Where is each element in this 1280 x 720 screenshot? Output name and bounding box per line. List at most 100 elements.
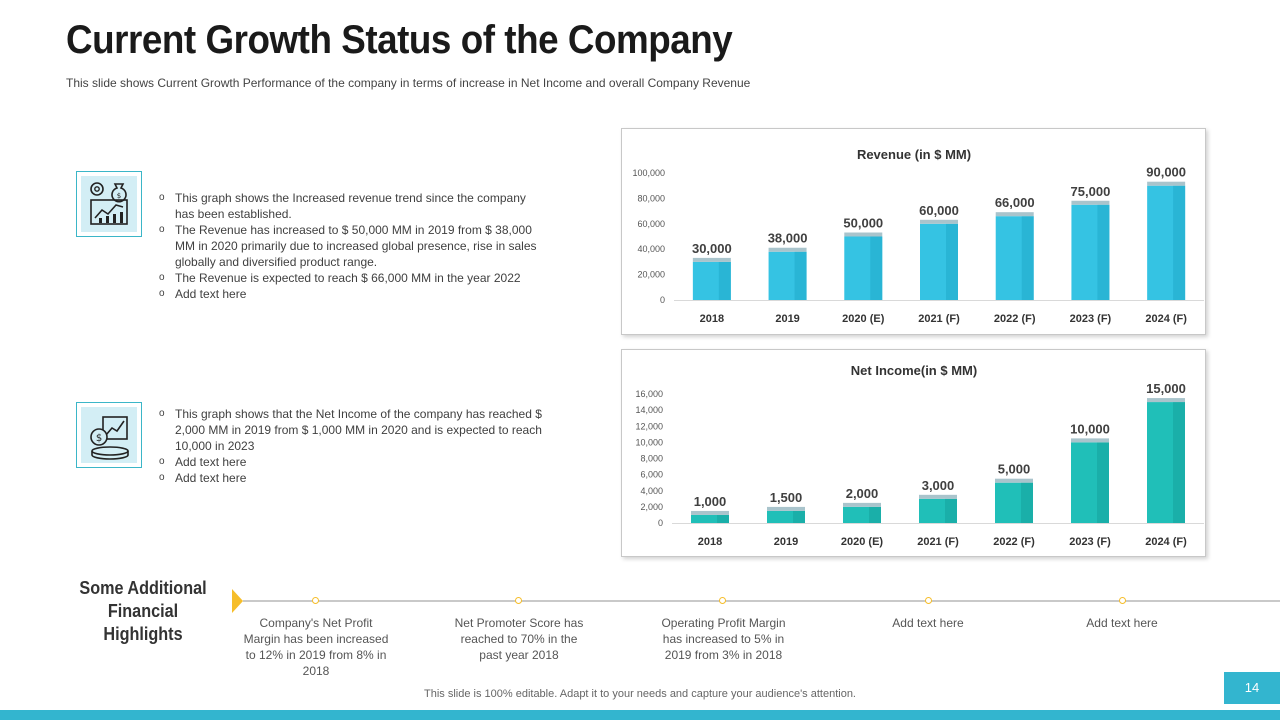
bar-shade: [945, 498, 957, 523]
revenue-chart-panel: Revenue (in $ MM) 0 20,000 40,000 60,000 80,0…: [621, 128, 1206, 335]
y-tick-label: 0: [658, 518, 663, 528]
y-tick-label: 12,000: [635, 421, 663, 431]
highlight-item: Net Promoter Score has reached to 70% in…: [454, 616, 584, 662]
x-tick-label: 2022 (F): [993, 536, 1035, 548]
bottom-accent-bar: [0, 710, 1280, 720]
data-label: 50,000: [843, 216, 883, 231]
net-income-chart-panel: Net Income(in $ MM) 0 2,000 4,000 6,000 8,000…: [621, 349, 1206, 557]
list-item: The Revenue is expected to reach $ 66,00…: [157, 270, 547, 286]
highlight-item: Operating Profit Margin has increased to…: [661, 616, 786, 662]
revenue-bullets: This graph shows the Increased revenue t…: [157, 190, 547, 302]
revenue-chart-icon: $: [76, 171, 142, 237]
bar-shade: [793, 510, 805, 523]
bar-shade: [1097, 442, 1109, 523]
chart-title: Net Income(in $ MM): [851, 363, 977, 378]
timeline-dot: [719, 597, 726, 604]
x-tick-label: 2024 (F): [1145, 313, 1187, 325]
bar-shade: [869, 506, 881, 523]
bar-cap: [767, 506, 805, 511]
chart-title: Revenue (in $ MM): [857, 147, 971, 162]
x-tick-label: 2021 (F): [917, 536, 959, 548]
y-tick-label: 80,000: [637, 193, 665, 203]
x-tick-label: 2020 (E): [841, 536, 884, 548]
list-item: Add text here: [157, 470, 552, 486]
y-tick-label: 4,000: [640, 486, 663, 496]
timeline-dot: [1119, 597, 1126, 604]
bar-cap: [919, 494, 957, 499]
page-number: 14: [1224, 672, 1280, 704]
bar-cap: [692, 257, 731, 262]
page-subtitle: This slide shows Current Growth Performa…: [66, 76, 751, 90]
data-label: 3,000: [922, 478, 955, 493]
y-tick-label: 2,000: [640, 502, 663, 512]
data-label: 90,000: [1146, 165, 1186, 180]
net-income-bar-chart: Net Income(in $ MM) 0 2,000 4,000 6,000 8,000…: [635, 363, 1204, 548]
list-item: The Revenue has increased to $ 50,000 MM…: [157, 222, 547, 270]
y-tick-label: 10,000: [635, 437, 663, 447]
bar-shade: [946, 223, 958, 300]
y-tick-label: 14,000: [635, 405, 663, 415]
data-label: 2,000: [846, 486, 879, 501]
y-tick-label: 16,000: [635, 389, 663, 399]
x-tick-label: 2018: [700, 313, 724, 325]
bar-shade: [1173, 185, 1186, 300]
x-tick-label: 2020 (E): [842, 313, 885, 325]
bar-cap: [995, 212, 1034, 217]
bar-shade: [717, 514, 729, 523]
bar-shade: [1097, 204, 1110, 300]
bar-shade: [870, 236, 883, 300]
data-label: 75,000: [1071, 184, 1111, 199]
svg-text:$: $: [96, 433, 102, 444]
y-tick-label: 6,000: [640, 470, 663, 480]
bar-cap: [1071, 200, 1110, 205]
bar-shade: [1021, 216, 1034, 300]
highlights-heading: Some Additional Financial Highlights: [79, 578, 207, 644]
income-chart-icon: $: [76, 402, 142, 468]
page-title: Current Growth Status of the Company: [66, 18, 733, 62]
x-tick-label: 2022 (F): [994, 313, 1036, 325]
data-label: 66,000: [995, 195, 1035, 210]
footer-note: This slide is 100% editable. Adapt it to…: [424, 688, 856, 700]
income-bullets: This graph shows that the Net Income of …: [157, 406, 552, 486]
bar-shade: [718, 261, 731, 300]
revenue-bar-chart: Revenue (in $ MM) 0 20,000 40,000 60,000 80,0…: [632, 147, 1204, 325]
list-item: Add text here: [157, 286, 547, 302]
bar-shade: [794, 251, 807, 300]
y-tick-label: 8,000: [640, 454, 663, 464]
bar-cap: [768, 247, 807, 252]
y-tick-label: 20,000: [637, 270, 665, 280]
bar-cap: [844, 232, 883, 237]
timeline-line: [243, 600, 1280, 602]
bar-cap: [843, 502, 881, 507]
x-tick-label: 2021 (F): [918, 313, 960, 325]
bar: [691, 514, 729, 523]
x-tick-label: 2024 (F): [1145, 536, 1187, 548]
list-item: This graph shows that the Net Income of …: [157, 406, 552, 454]
data-label: 15,000: [1146, 381, 1186, 396]
list-item: This graph shows the Increased revenue t…: [157, 190, 547, 222]
bar-shade: [1021, 482, 1033, 523]
x-tick-label: 2023 (F): [1069, 536, 1111, 548]
svg-text:$: $: [117, 192, 121, 200]
bar-cap: [995, 478, 1033, 483]
timeline-dot: [925, 597, 932, 604]
x-tick-label: 2018: [698, 536, 722, 548]
bar-cap: [1071, 438, 1109, 443]
y-tick-label: 60,000: [637, 219, 665, 229]
y-tick-label: 100,000: [632, 168, 665, 178]
x-tick-label: 2023 (F): [1070, 313, 1112, 325]
bar-cap: [1147, 398, 1185, 403]
x-tick-label: 2019: [774, 536, 798, 548]
y-tick-label: 40,000: [637, 244, 665, 254]
bar-shade: [1173, 402, 1185, 523]
list-item: Add text here: [157, 454, 552, 470]
data-label: 60,000: [919, 203, 959, 218]
bar-cap: [691, 510, 729, 515]
x-tick-label: 2019: [775, 313, 799, 325]
data-label: 30,000: [692, 241, 732, 256]
highlight-item: Add text here: [892, 616, 964, 630]
data-label: 1,000: [694, 494, 727, 509]
data-label: 10,000: [1070, 421, 1110, 436]
data-label: 1,500: [770, 490, 803, 505]
bar-cap: [1147, 181, 1186, 186]
